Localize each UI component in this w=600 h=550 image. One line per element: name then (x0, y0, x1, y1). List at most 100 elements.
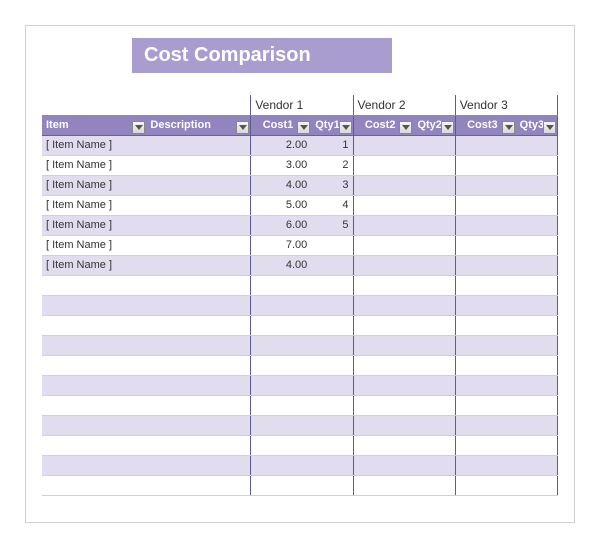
cell-description[interactable] (146, 295, 250, 315)
cell-qty1[interactable] (311, 395, 353, 415)
table-row[interactable]: [ Item Name ]3.002 (42, 155, 558, 175)
cell-qty2[interactable] (413, 395, 455, 415)
cell-description[interactable] (146, 335, 250, 355)
cell-item[interactable] (42, 355, 146, 375)
cell-qty1[interactable] (311, 295, 353, 315)
col-header-cost3[interactable]: Cost3 (455, 115, 515, 135)
filter-dropdown-icon[interactable] (399, 121, 412, 134)
cell-item[interactable]: [ Item Name ] (42, 255, 146, 275)
cell-description[interactable] (146, 435, 250, 455)
table-row[interactable]: [ Item Name ]5.004 (42, 195, 558, 215)
cell-cost3[interactable] (455, 195, 515, 215)
cell-qty3[interactable] (516, 455, 558, 475)
cell-item[interactable]: [ Item Name ] (42, 135, 146, 155)
cell-description[interactable] (146, 315, 250, 335)
cell-description[interactable] (146, 135, 250, 155)
table-row[interactable]: [ Item Name ]7.00 (42, 235, 558, 255)
cell-description[interactable] (146, 235, 250, 255)
filter-dropdown-icon[interactable] (297, 121, 310, 134)
cell-cost2[interactable] (353, 135, 413, 155)
cell-description[interactable] (146, 455, 250, 475)
cell-cost1[interactable]: 3.00 (251, 155, 311, 175)
cell-cost3[interactable] (455, 275, 515, 295)
cell-cost3[interactable] (455, 455, 515, 475)
cell-qty1[interactable] (311, 315, 353, 335)
cell-cost2[interactable] (353, 235, 413, 255)
cell-item[interactable] (42, 435, 146, 455)
cell-qty3[interactable] (516, 135, 558, 155)
cell-cost3[interactable] (455, 135, 515, 155)
table-row[interactable] (42, 375, 558, 395)
cell-description[interactable] (146, 395, 250, 415)
cell-description[interactable] (146, 155, 250, 175)
cell-qty2[interactable] (413, 335, 455, 355)
cell-cost3[interactable] (455, 155, 515, 175)
cell-item[interactable]: [ Item Name ] (42, 195, 146, 215)
cell-qty3[interactable] (516, 195, 558, 215)
cell-cost2[interactable] (353, 375, 413, 395)
cell-qty2[interactable] (413, 215, 455, 235)
cell-cost1[interactable] (251, 475, 311, 495)
cell-qty3[interactable] (516, 155, 558, 175)
cell-item[interactable]: [ Item Name ] (42, 235, 146, 255)
cell-qty1[interactable] (311, 375, 353, 395)
cell-cost2[interactable] (353, 315, 413, 335)
cell-qty3[interactable] (516, 335, 558, 355)
col-header-item[interactable]: Item (42, 115, 146, 135)
filter-dropdown-icon[interactable] (339, 121, 352, 134)
cell-cost1[interactable] (251, 315, 311, 335)
cell-qty2[interactable] (413, 375, 455, 395)
cell-item[interactable]: [ Item Name ] (42, 215, 146, 235)
cell-description[interactable] (146, 255, 250, 275)
cell-cost3[interactable] (455, 315, 515, 335)
table-row[interactable] (42, 475, 558, 495)
col-header-qty2[interactable]: Qty2 (413, 115, 455, 135)
cell-qty1[interactable] (311, 255, 353, 275)
cell-cost3[interactable] (455, 375, 515, 395)
cell-qty1[interactable]: 1 (311, 135, 353, 155)
cell-cost1[interactable]: 4.00 (251, 175, 311, 195)
cell-cost1[interactable]: 6.00 (251, 215, 311, 235)
cell-qty1[interactable]: 3 (311, 175, 353, 195)
table-row[interactable]: [ Item Name ] 4.003 (42, 175, 558, 195)
cell-description[interactable] (146, 175, 250, 195)
cell-qty3[interactable] (516, 175, 558, 195)
table-row[interactable] (42, 435, 558, 455)
cell-qty3[interactable] (516, 315, 558, 335)
cell-qty3[interactable] (516, 475, 558, 495)
cell-item[interactable] (42, 335, 146, 355)
cell-qty1[interactable]: 2 (311, 155, 353, 175)
cell-cost2[interactable] (353, 275, 413, 295)
cell-cost2[interactable] (353, 175, 413, 195)
cell-description[interactable] (146, 215, 250, 235)
cell-item[interactable]: [ Item Name ] (42, 175, 146, 195)
cell-qty3[interactable] (516, 255, 558, 275)
cell-cost1[interactable] (251, 335, 311, 355)
table-row[interactable] (42, 295, 558, 315)
cell-cost3[interactable] (455, 335, 515, 355)
cell-cost3[interactable] (455, 295, 515, 315)
cell-item[interactable] (42, 375, 146, 395)
filter-dropdown-icon[interactable] (132, 121, 145, 134)
cell-qty1[interactable] (311, 475, 353, 495)
cell-cost3[interactable] (455, 175, 515, 195)
cell-cost1[interactable] (251, 375, 311, 395)
cell-item[interactable] (42, 455, 146, 475)
cell-qty2[interactable] (413, 455, 455, 475)
cell-qty1[interactable] (311, 275, 353, 295)
cell-qty2[interactable] (413, 355, 455, 375)
cell-cost1[interactable]: 5.00 (251, 195, 311, 215)
cell-cost2[interactable] (353, 215, 413, 235)
cell-qty3[interactable] (516, 295, 558, 315)
cell-item[interactable] (42, 475, 146, 495)
cell-qty1[interactable] (311, 415, 353, 435)
table-row[interactable]: [ Item Name ]4.00 (42, 255, 558, 275)
cell-cost2[interactable] (353, 475, 413, 495)
filter-dropdown-icon[interactable] (502, 121, 515, 134)
cell-description[interactable] (146, 475, 250, 495)
cell-qty2[interactable] (413, 475, 455, 495)
table-row[interactable] (42, 415, 558, 435)
cell-cost1[interactable] (251, 395, 311, 415)
cell-qty2[interactable] (413, 255, 455, 275)
cell-description[interactable] (146, 275, 250, 295)
